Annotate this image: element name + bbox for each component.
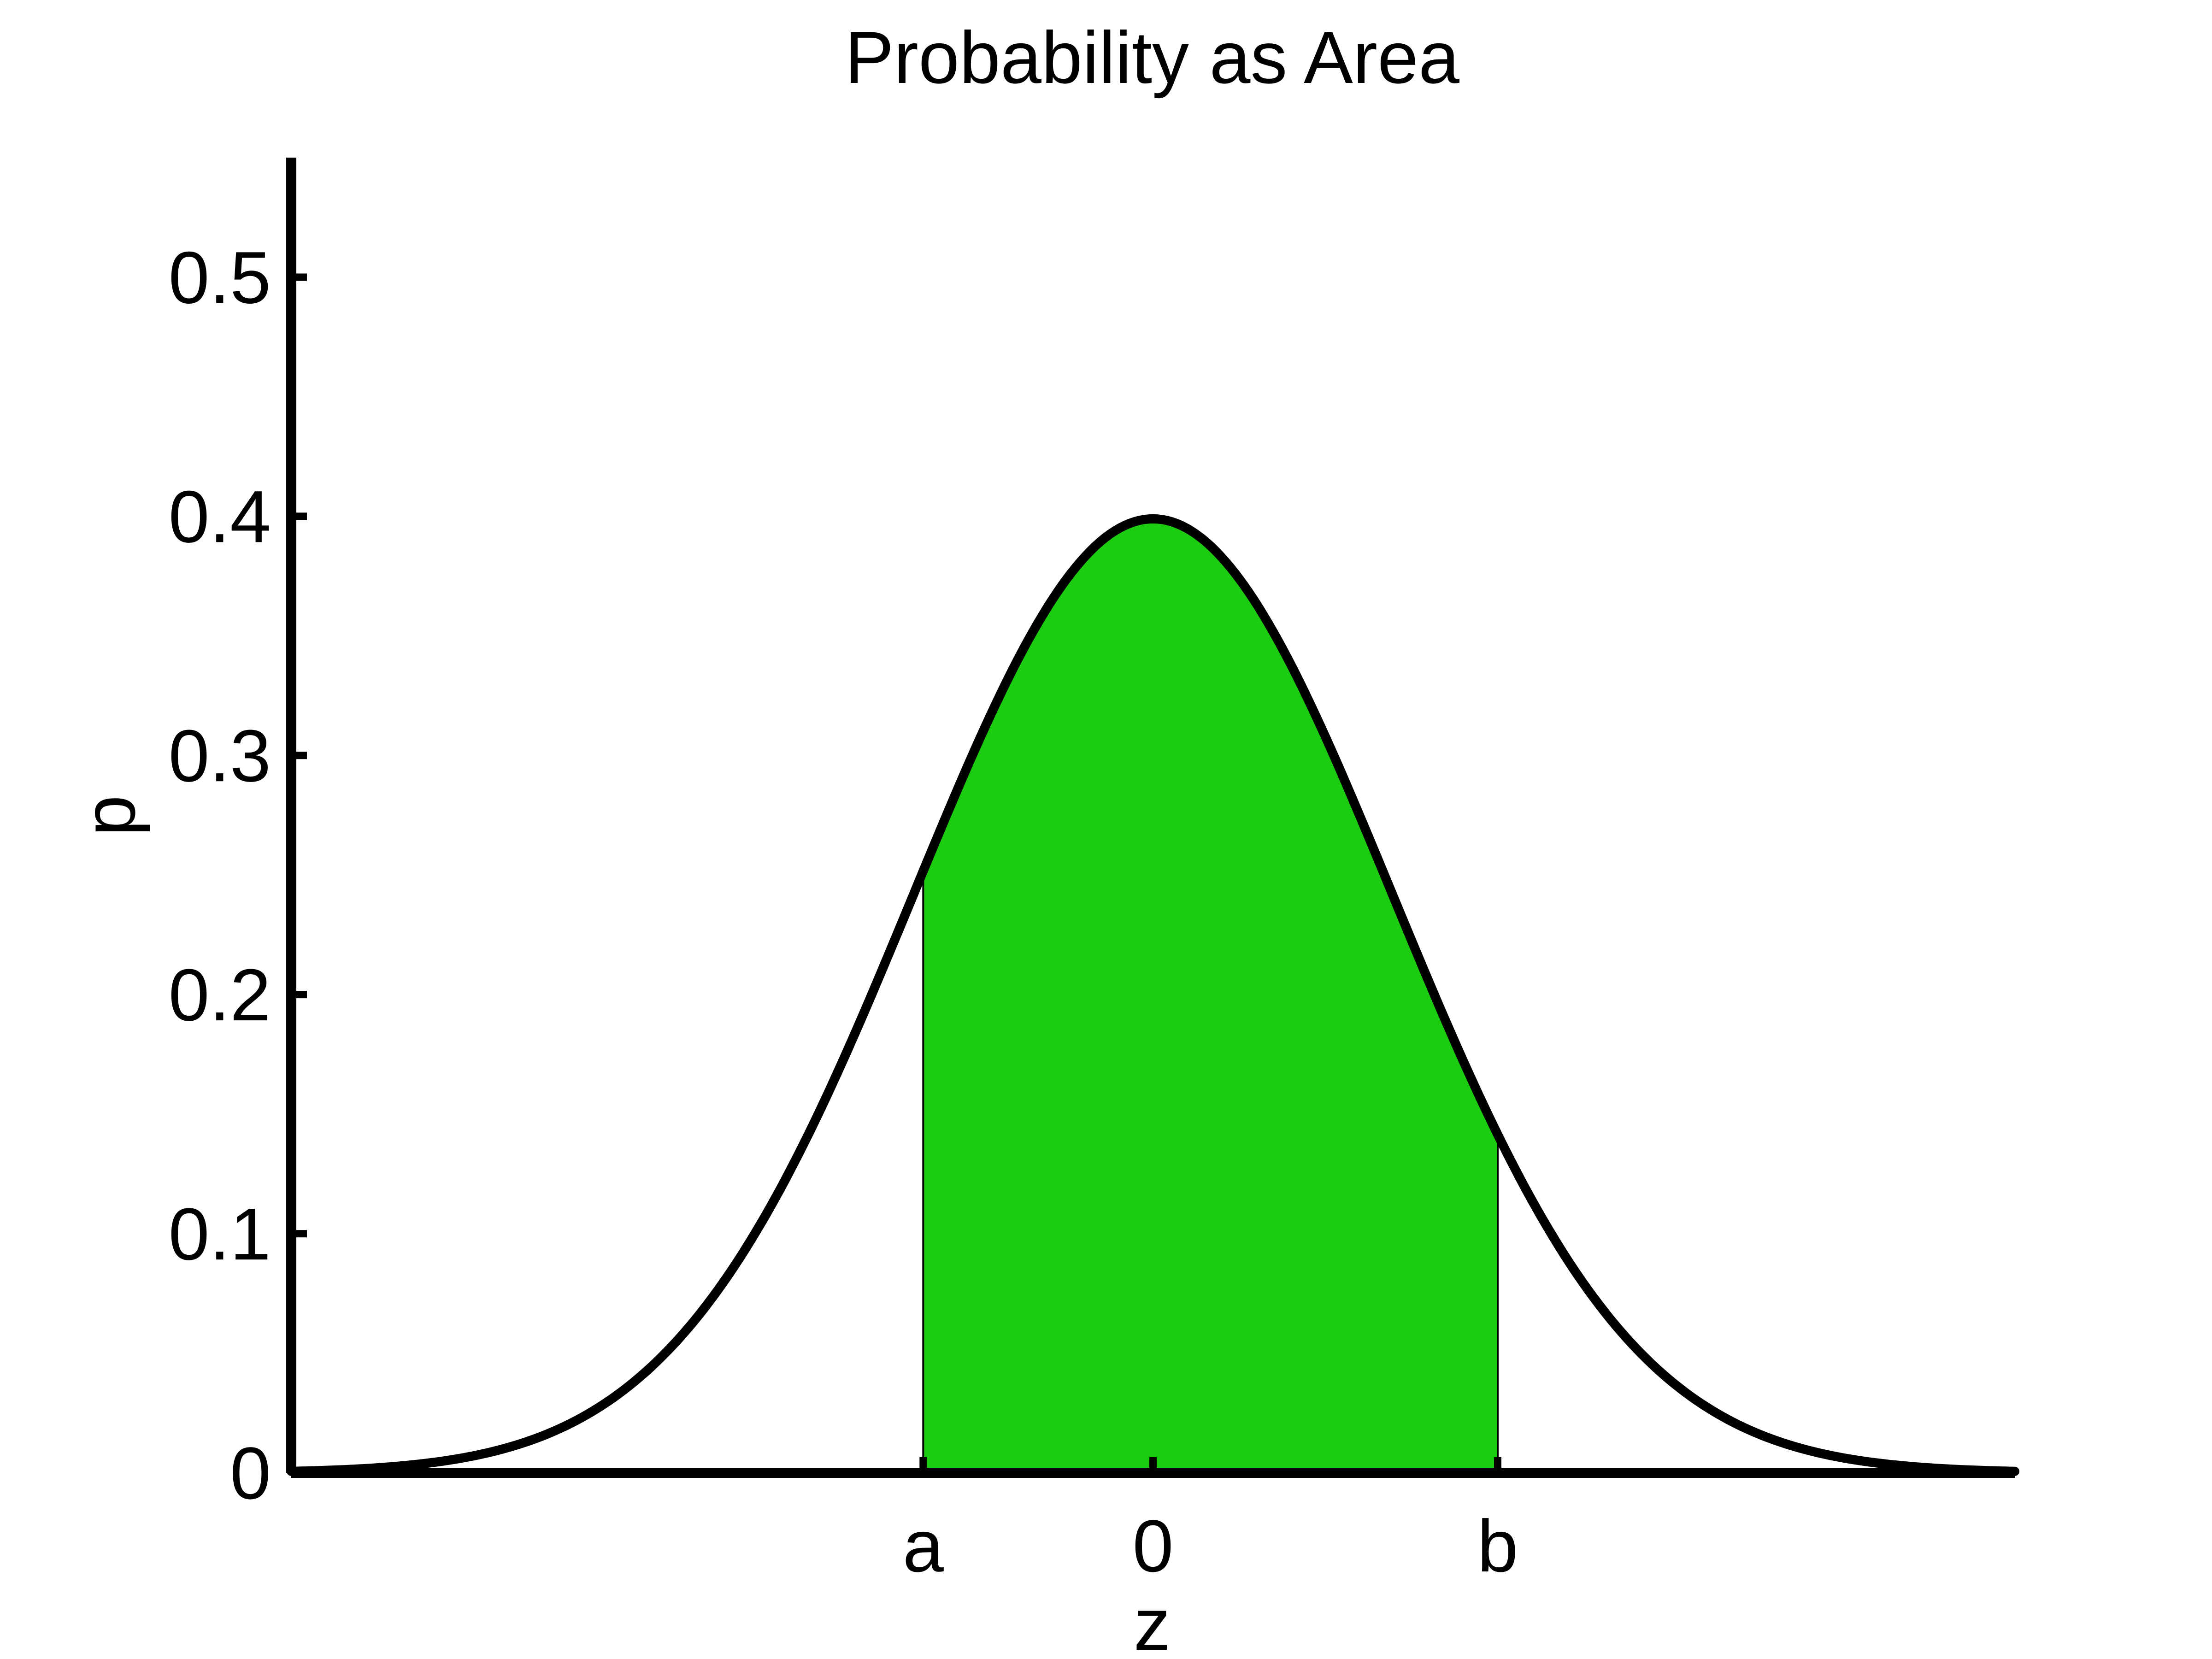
y-axis-label: p [68, 795, 150, 836]
shaded-probability-area [923, 518, 1498, 1473]
y-tick-label: 0.2 [169, 953, 271, 1036]
y-tick-label: 0.5 [169, 236, 271, 318]
y-tick-label: 0 [230, 1432, 271, 1514]
y-ticks: 0 0.1 0.2 0.3 0.4 0.5 [169, 236, 307, 1514]
x-tick-label: a [903, 1505, 944, 1587]
y-tick-label: 0.4 [169, 475, 271, 558]
x-ticks: a 0 b [903, 1457, 1518, 1587]
x-tick-label: b [1477, 1505, 1518, 1587]
chart-title: Probability as Area [845, 16, 1459, 99]
density-curve [287, 514, 2019, 1476]
y-tick-label: 0.3 [169, 714, 271, 797]
y-tick-label: 0.1 [169, 1193, 271, 1275]
x-axis-label: z [1134, 1583, 1171, 1659]
x-tick-label: 0 [1133, 1505, 1174, 1587]
